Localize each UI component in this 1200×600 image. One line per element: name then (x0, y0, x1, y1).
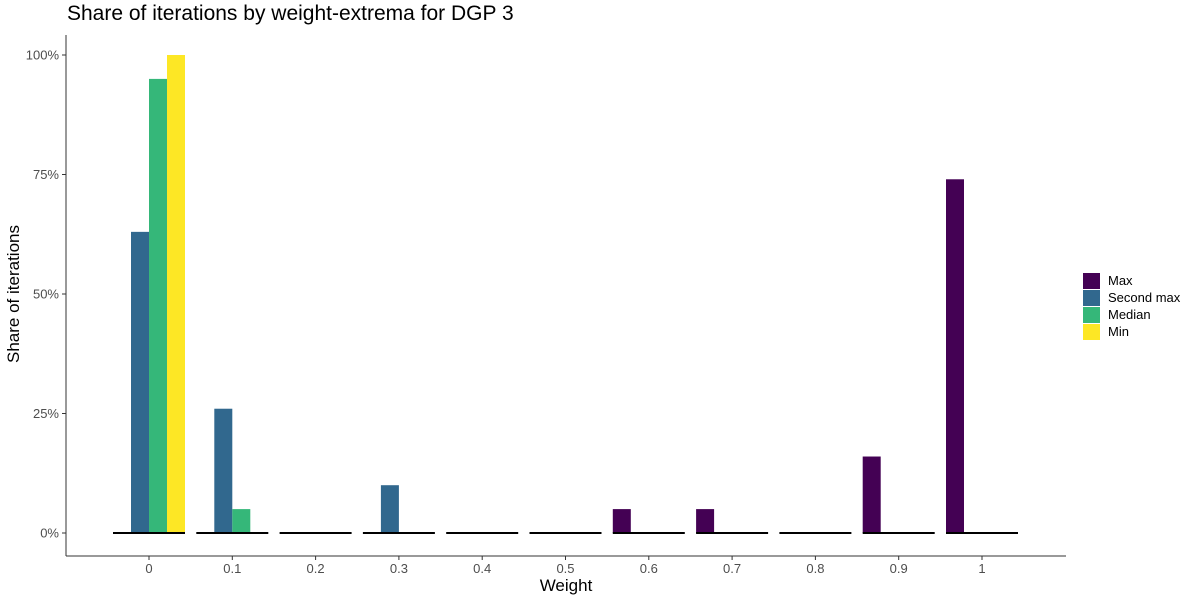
x-tick-label: 0.6 (640, 561, 658, 576)
x-tick-label: 0.1 (223, 561, 241, 576)
bar-second-max-0.1 (214, 408, 233, 533)
x-tick-label: 1 (978, 561, 985, 576)
x-tick-label: 0.7 (723, 561, 741, 576)
legend-item-second-max: Second max (1083, 289, 1180, 306)
bar-max-0.6 (612, 509, 631, 533)
x-tick-label: 0.3 (390, 561, 408, 576)
legend-label: Min (1108, 324, 1129, 339)
legend-item-min: Min (1083, 323, 1180, 340)
x-tick-label: 0.8 (806, 561, 824, 576)
x-axis-label: Weight (540, 576, 593, 595)
x-tick-label: 0 (145, 561, 152, 576)
y-tick-label: 75% (33, 167, 59, 182)
bar-max-1 (946, 179, 964, 533)
bar-max-0.9 (862, 456, 881, 533)
bar-median-0 (149, 78, 167, 534)
legend-item-max: Max (1083, 272, 1180, 289)
legend-item-median: Median (1083, 306, 1180, 323)
bar-second-max-0 (131, 231, 149, 534)
bar-second-max-0.3 (380, 485, 399, 533)
bar-median-0.1 (232, 509, 251, 533)
legend-swatch (1083, 272, 1100, 289)
y-tick-label: 50% (33, 287, 59, 302)
bar-min-0 (167, 55, 185, 533)
legend-swatch (1083, 289, 1100, 306)
y-tick-label: 25% (33, 406, 59, 421)
bars-layer (131, 55, 964, 534)
y-tick-label: 0% (40, 526, 59, 541)
legend: Max Second max Median Min (1083, 272, 1180, 340)
legend-swatch (1083, 306, 1100, 323)
x-tick-label: 0.5 (556, 561, 574, 576)
chart-title: Share of iterations by weight-extrema fo… (67, 2, 514, 25)
x-tick-label: 0.9 (890, 561, 908, 576)
ticks-layer: 0% 25% 50% 75% 100% 0 0.1 0.2 0.3 0.4 0.5 0.6 0.7 0.8… (26, 48, 986, 577)
x-tick-label: 0.4 (473, 561, 491, 576)
y-tick-label: 100% (26, 48, 60, 63)
x-tick-label: 0.2 (307, 561, 325, 576)
y-axis-label: Share of iterations (4, 225, 23, 363)
legend-label: Median (1108, 307, 1151, 322)
legend-swatch (1083, 323, 1100, 340)
legend-label: Second max (1108, 290, 1181, 305)
legend-label: Max (1108, 273, 1133, 288)
bar-max-0.7 (696, 509, 715, 533)
